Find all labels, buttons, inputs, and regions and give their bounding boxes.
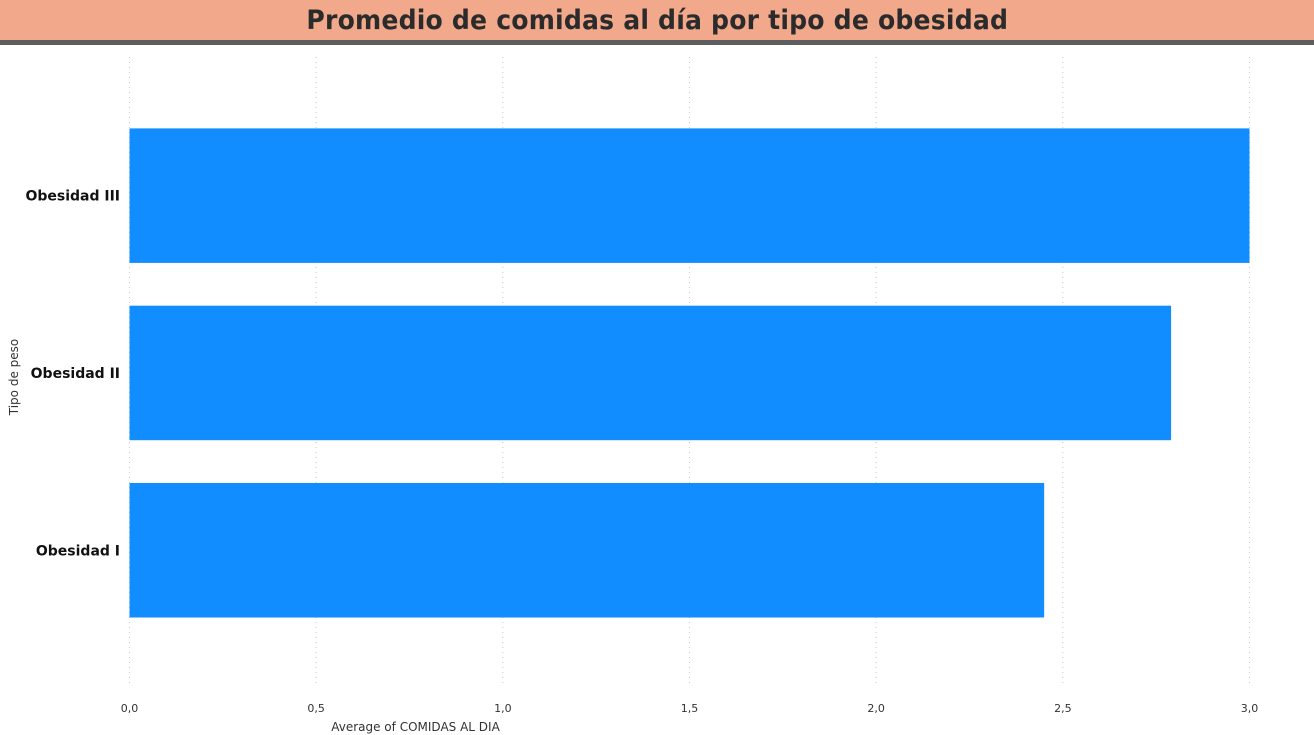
x-tick-labels: 0,0 0,5 1,0 1,5 2,0 2,5 3,0 [121,702,1259,715]
x-tick-label: 0,0 [121,702,139,715]
x-tick-label: 2,0 [867,702,885,715]
y-axis-title: Tipo de peso [7,339,21,416]
bar[interactable] [129,483,1045,618]
x-tick-label: 2,5 [1054,702,1072,715]
x-tick-label: 0,5 [307,702,325,715]
category-label: Obesidad III [25,189,120,205]
x-tick-label: 3,0 [1241,702,1259,715]
bars [129,128,1250,618]
x-tick-label: 1,5 [681,702,699,715]
category-label: Obesidad I [36,543,120,559]
bar[interactable] [129,128,1250,263]
x-axis-title: Average of COMIDAS AL DIA [331,720,500,734]
x-tick-label: 1,0 [494,702,512,715]
bar-chart: Obesidad III Obesidad II Obesidad I 0,0 0,5… [7,57,1259,734]
page-title: Promedio de comidas al día por tipo de o… [306,4,1008,36]
bar[interactable] [129,305,1172,441]
category-labels: Obesidad III Obesidad II Obesidad I [25,189,120,560]
category-label: Obesidad II [31,366,120,382]
title-bar: Promedio de comidas al día por tipo de o… [0,0,1314,45]
